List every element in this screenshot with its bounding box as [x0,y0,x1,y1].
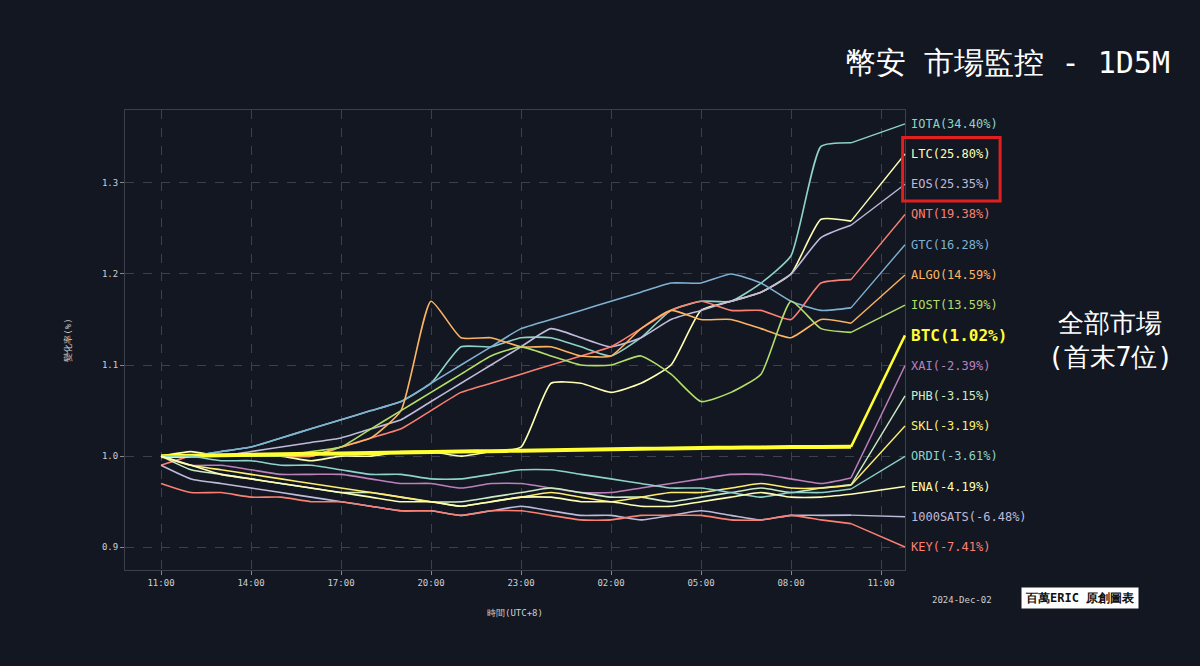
svg-text:17:00: 17:00 [327,578,354,588]
svg-text:11:00: 11:00 [147,578,174,588]
svg-text:08:00: 08:00 [777,578,804,588]
svg-text:全部市場(首末7位): 全部市場(首末7位) [1048,308,1173,372]
svg-text:SKL(-3.19%): SKL(-3.19%) [911,419,990,433]
svg-text:XAI(-2.39%): XAI(-2.39%) [911,359,990,373]
svg-text:2024-Dec-02: 2024-Dec-02 [932,595,992,605]
svg-text:QNT(19.38%): QNT(19.38%) [911,207,990,221]
svg-text:LTC(25.80%): LTC(25.80%) [911,147,990,161]
svg-text:KEY(-7.41%): KEY(-7.41%) [911,540,990,554]
svg-text:時間(UTC+8): 時間(UTC+8) [487,608,543,618]
svg-text:1.0: 1.0 [102,451,118,461]
svg-text:1.3: 1.3 [102,178,118,188]
svg-text:GTC(16.28%): GTC(16.28%) [911,238,990,252]
svg-text:ALGO(14.59%): ALGO(14.59%) [911,268,998,282]
svg-text:百萬ERIC 原創圖表: 百萬ERIC 原創圖表 [1025,591,1135,605]
svg-text:0.9: 0.9 [102,542,118,552]
svg-text:1000SATS(-6.48%): 1000SATS(-6.48%) [911,510,1027,524]
svg-text:02:00: 02:00 [597,578,624,588]
svg-text:EOS(25.35%): EOS(25.35%) [911,177,990,191]
svg-text:幣安 市場監控 - 1D5M: 幣安 市場監控 - 1D5M [846,45,1171,80]
svg-text:BTC(1.02%): BTC(1.02%) [911,326,1007,345]
svg-text:IOST(13.59%): IOST(13.59%) [911,298,998,312]
svg-text:IOTA(34.40%): IOTA(34.40%) [911,117,998,131]
svg-text:14:00: 14:00 [237,578,264,588]
svg-text:ORDI(-3.61%): ORDI(-3.61%) [911,449,998,463]
svg-text:1.2: 1.2 [102,269,118,279]
svg-text:ENA(-4.19%): ENA(-4.19%) [911,480,990,494]
svg-text:23:00: 23:00 [507,578,534,588]
svg-text:PHB(-3.15%): PHB(-3.15%) [911,389,990,403]
svg-text:1.1: 1.1 [102,360,118,370]
svg-text:05:00: 05:00 [687,578,714,588]
svg-text:變化率(%): 變化率(%) [63,318,73,361]
svg-text:11:00: 11:00 [867,578,894,588]
svg-text:20:00: 20:00 [417,578,444,588]
